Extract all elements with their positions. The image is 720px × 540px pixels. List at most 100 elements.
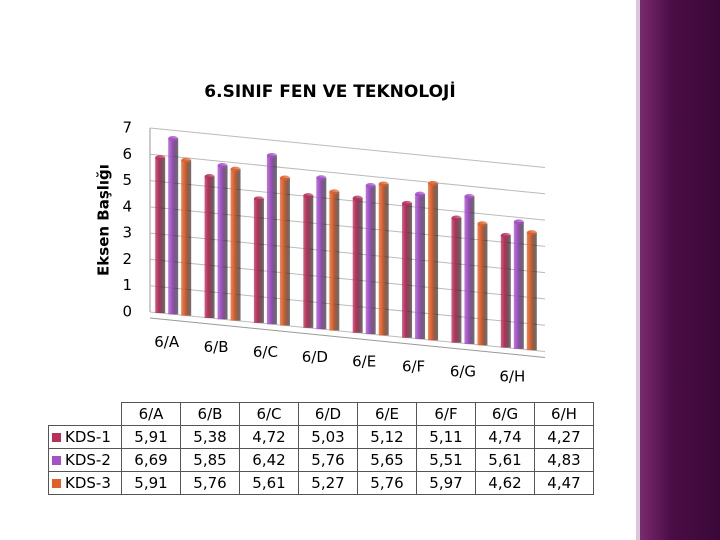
axis-line bbox=[149, 317, 546, 358]
bar-cap bbox=[230, 166, 241, 172]
bar bbox=[303, 193, 314, 328]
bar-body bbox=[464, 196, 475, 344]
bar-body bbox=[378, 183, 389, 336]
x-tick-label: 6/E bbox=[352, 353, 376, 371]
legend-swatch bbox=[52, 456, 61, 465]
legend-entry: KDS-1 bbox=[48, 425, 122, 449]
bar-body bbox=[266, 155, 277, 325]
legend-entry: KDS-2 bbox=[48, 448, 122, 472]
bar-cap bbox=[181, 157, 192, 163]
table-cell: 5,12 bbox=[357, 425, 417, 449]
table-cell: 4,47 bbox=[534, 471, 594, 495]
bar bbox=[500, 232, 511, 348]
y-tick-label: 2 bbox=[122, 250, 132, 268]
grid-line bbox=[149, 180, 546, 221]
y-tick-label: 5 bbox=[122, 171, 132, 189]
table-cell: 5,76 bbox=[298, 448, 358, 472]
table-header: 6/B bbox=[180, 402, 240, 426]
table-cell: 5,97 bbox=[416, 471, 476, 495]
table-cell: 5,61 bbox=[239, 471, 299, 495]
bar-cap bbox=[253, 196, 264, 202]
x-tick-label: 6/H bbox=[499, 368, 525, 386]
table-corner bbox=[49, 403, 122, 426]
table-cell: 5,11 bbox=[416, 425, 476, 449]
bar bbox=[253, 196, 264, 323]
bar bbox=[464, 193, 475, 344]
bar bbox=[428, 180, 439, 341]
table-row: KDS-2 6,69 5,85 6,42 5,76 5,65 5,51 5,61 4,83 bbox=[48, 448, 594, 472]
bar bbox=[477, 221, 488, 346]
bar-body bbox=[279, 178, 290, 326]
legend-entry: KDS-3 bbox=[48, 471, 122, 495]
chart-title: 6.SINIF FEN VE TEKNOLOJİ bbox=[204, 80, 455, 102]
y-tick-label: 1 bbox=[122, 276, 132, 294]
bar-cap bbox=[365, 183, 376, 189]
table-header: 6/E bbox=[357, 402, 417, 426]
table-cell: 5,91 bbox=[121, 425, 181, 449]
legend-swatch bbox=[52, 433, 61, 442]
bar bbox=[402, 200, 413, 338]
bar-body bbox=[513, 221, 524, 349]
bar-cap bbox=[266, 152, 277, 158]
bar-body bbox=[329, 191, 340, 331]
bar bbox=[155, 155, 166, 314]
y-tick-label: 3 bbox=[122, 224, 132, 242]
table-cell: 5,91 bbox=[121, 471, 181, 495]
bar-cap bbox=[352, 195, 363, 201]
x-tick-label: 6/G bbox=[450, 363, 476, 381]
bar-cap bbox=[329, 189, 340, 195]
bar-body bbox=[168, 138, 179, 315]
bar-cap bbox=[477, 221, 488, 227]
y-axis-label: Eksen Başlığı bbox=[95, 164, 113, 276]
table-cell: 4,72 bbox=[239, 425, 299, 449]
bar-body bbox=[477, 223, 488, 346]
bar-cap bbox=[415, 191, 426, 197]
x-tick-label: 6/D bbox=[302, 348, 328, 366]
table-cell: 5,76 bbox=[180, 471, 240, 495]
bar-body bbox=[451, 218, 462, 343]
bar-body bbox=[253, 198, 264, 323]
table-header: 6/H bbox=[534, 402, 594, 426]
table-cell: 4,62 bbox=[475, 471, 535, 495]
bar-cap bbox=[451, 215, 462, 221]
table-cell: 5,27 bbox=[298, 471, 358, 495]
table-row: KDS-3 5,91 5,76 5,61 5,27 5,76 5,97 4,62 4,47 bbox=[48, 471, 594, 495]
decor-edge bbox=[636, 0, 640, 540]
table-cell: 4,83 bbox=[534, 448, 594, 472]
bar-cap bbox=[402, 200, 413, 206]
table-cell: 4,74 bbox=[475, 425, 535, 449]
data-table: 6/A 6/B 6/C 6/D 6/E 6/F 6/G 6/H KDS-1 5,91 5,38 4,7… bbox=[48, 402, 594, 495]
bar-body bbox=[181, 160, 192, 316]
bar-body bbox=[155, 157, 166, 314]
table-header: 6/C bbox=[239, 402, 299, 426]
bar-cap bbox=[279, 175, 290, 181]
bar bbox=[378, 181, 389, 336]
x-tick-label: 6/B bbox=[204, 338, 229, 356]
bar bbox=[181, 157, 192, 316]
x-tick-label: 6/F bbox=[402, 358, 425, 376]
bar-cap bbox=[316, 175, 327, 181]
bar bbox=[415, 191, 426, 340]
bar bbox=[329, 189, 340, 331]
bar-cap bbox=[217, 162, 228, 168]
table-cell: 6,69 bbox=[121, 448, 181, 472]
bar-body bbox=[415, 194, 426, 340]
bar bbox=[217, 162, 228, 320]
legend-label: KDS-3 bbox=[65, 474, 111, 492]
x-tick-label: 6/C bbox=[253, 343, 278, 361]
bar-body bbox=[303, 195, 314, 328]
table-header: 6/G bbox=[475, 402, 535, 426]
bar-cap bbox=[155, 155, 166, 161]
bar-cap bbox=[204, 174, 215, 180]
table-cell: 5,38 bbox=[180, 425, 240, 449]
table-header: 6/F bbox=[416, 402, 476, 426]
bar bbox=[168, 135, 179, 315]
bar-body bbox=[365, 185, 376, 335]
y-tick-label: 7 bbox=[122, 119, 132, 137]
chart: 6.SINIF FEN VE TEKNOLOJİ Eksen Başlığı 0… bbox=[95, 80, 546, 386]
bar-cap bbox=[303, 193, 314, 199]
bar bbox=[316, 175, 327, 330]
bar bbox=[279, 175, 290, 326]
y-tick-label: 4 bbox=[122, 197, 132, 215]
